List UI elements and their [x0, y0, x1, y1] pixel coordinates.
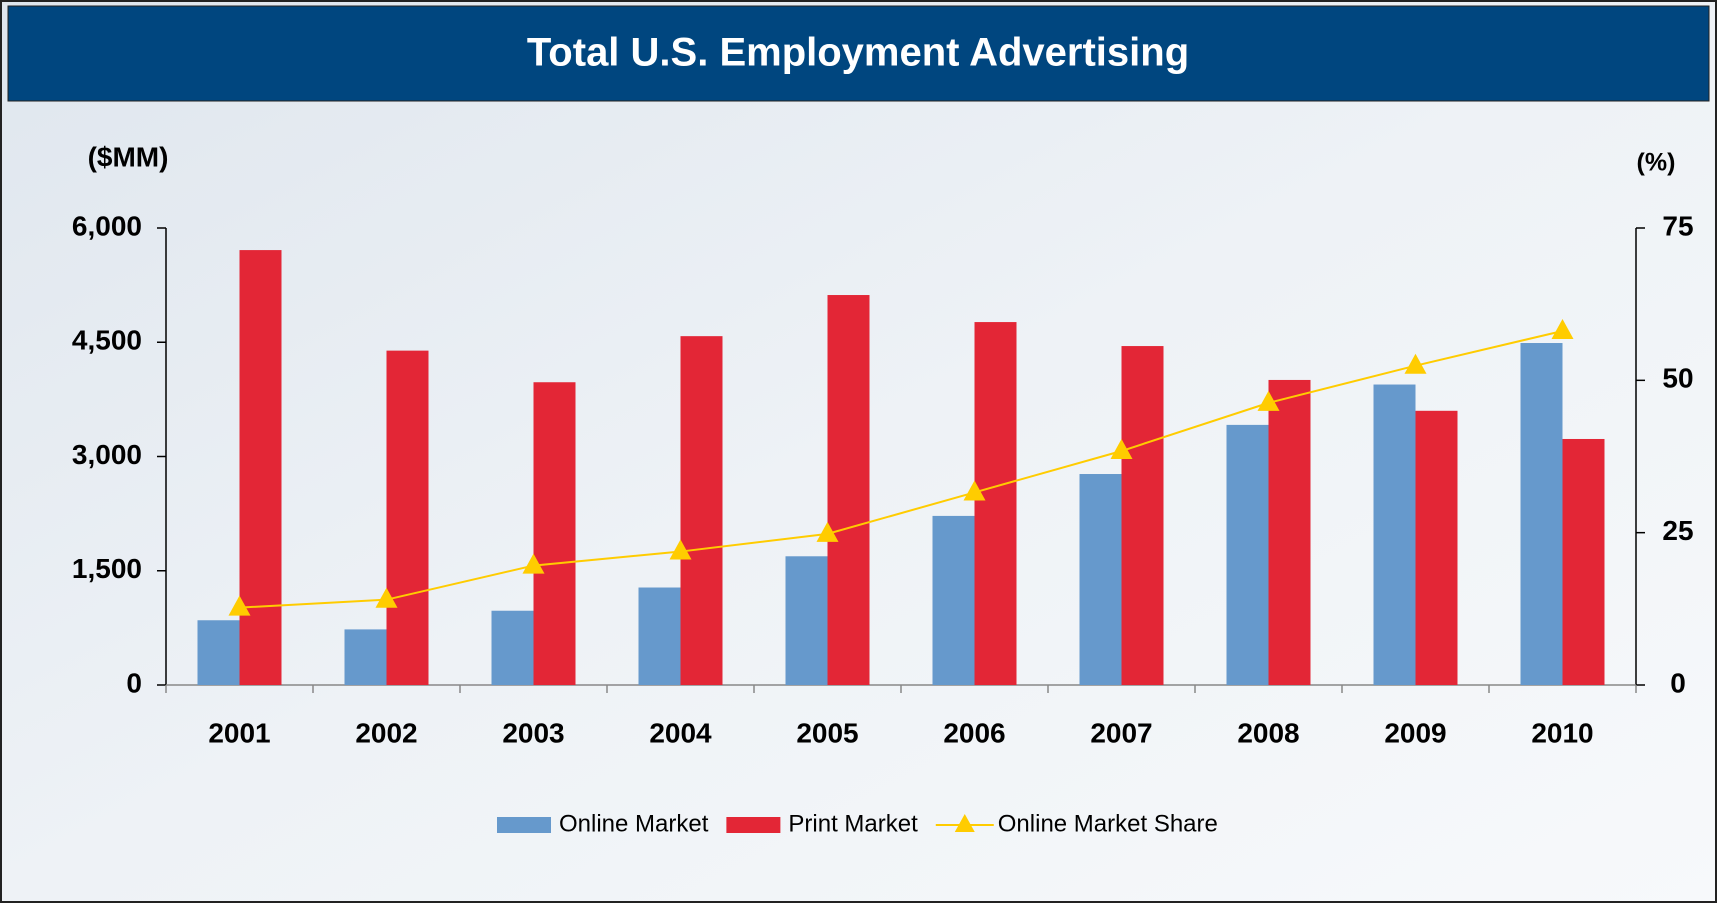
bar: [1226, 424, 1269, 685]
bar: [827, 295, 870, 685]
y-tick-label: 0: [126, 667, 142, 698]
legend-swatch: [726, 817, 781, 833]
y-tick-label: 1,500: [72, 553, 142, 584]
bar: [1520, 343, 1563, 685]
bar: [491, 610, 534, 685]
legend-label: Online Market Share: [998, 810, 1218, 837]
y-axis-label: ($MM): [88, 141, 169, 172]
y2-tick-label: 50: [1662, 363, 1693, 394]
bar: [1562, 438, 1605, 685]
marker: [1257, 390, 1280, 411]
bar: [785, 556, 828, 685]
x-tick-label: 2003: [502, 717, 564, 748]
bar: [1079, 474, 1122, 685]
bar: [533, 382, 576, 685]
bar: [1268, 379, 1311, 685]
legend-swatch: [954, 814, 975, 832]
bar: [344, 629, 387, 685]
x-tick-label: 2001: [208, 717, 270, 748]
marker: [375, 587, 398, 608]
x-tick-label: 2007: [1090, 717, 1152, 748]
bar: [197, 620, 240, 685]
bar: [1373, 384, 1416, 685]
bar: [1415, 410, 1458, 685]
y2-tick-label: 25: [1662, 515, 1693, 546]
bar: [932, 515, 975, 685]
x-tick-label: 2004: [649, 717, 712, 748]
x-tick-label: 2010: [1531, 717, 1593, 748]
bar: [638, 587, 681, 685]
x-tick-label: 2006: [943, 717, 1005, 748]
legend-label: Print Market: [788, 810, 918, 837]
marker: [522, 553, 545, 574]
marker: [669, 539, 692, 560]
line: [239, 330, 1563, 609]
y2-axis-label: (%): [1637, 149, 1676, 177]
y2-tick-label: 75: [1662, 210, 1693, 241]
y-tick-label: 6,000: [72, 210, 142, 241]
x-tick-label: 2002: [355, 717, 417, 748]
legend-label: Online Market: [559, 810, 709, 837]
x-tick-label: 2005: [796, 717, 858, 748]
bar: [386, 350, 429, 685]
marker: [228, 595, 251, 616]
x-tick-label: 2009: [1384, 717, 1446, 748]
marker: [1551, 318, 1574, 339]
x-tick-label: 2008: [1237, 717, 1299, 748]
marker: [1110, 439, 1133, 460]
marker: [1404, 353, 1427, 374]
marker: [816, 521, 839, 542]
bar: [680, 336, 723, 685]
legend-swatch: [497, 817, 551, 833]
bar: [1121, 346, 1164, 685]
bar: [974, 322, 1017, 685]
chart-title: Total U.S. Employment Advertising: [527, 31, 1189, 75]
y2-tick-label: 0: [1670, 667, 1686, 698]
marker: [963, 480, 986, 501]
y-tick-label: 4,500: [72, 325, 142, 356]
bar: [239, 250, 282, 686]
title-bar: [7, 5, 1710, 102]
y-tick-label: 3,000: [72, 439, 142, 470]
